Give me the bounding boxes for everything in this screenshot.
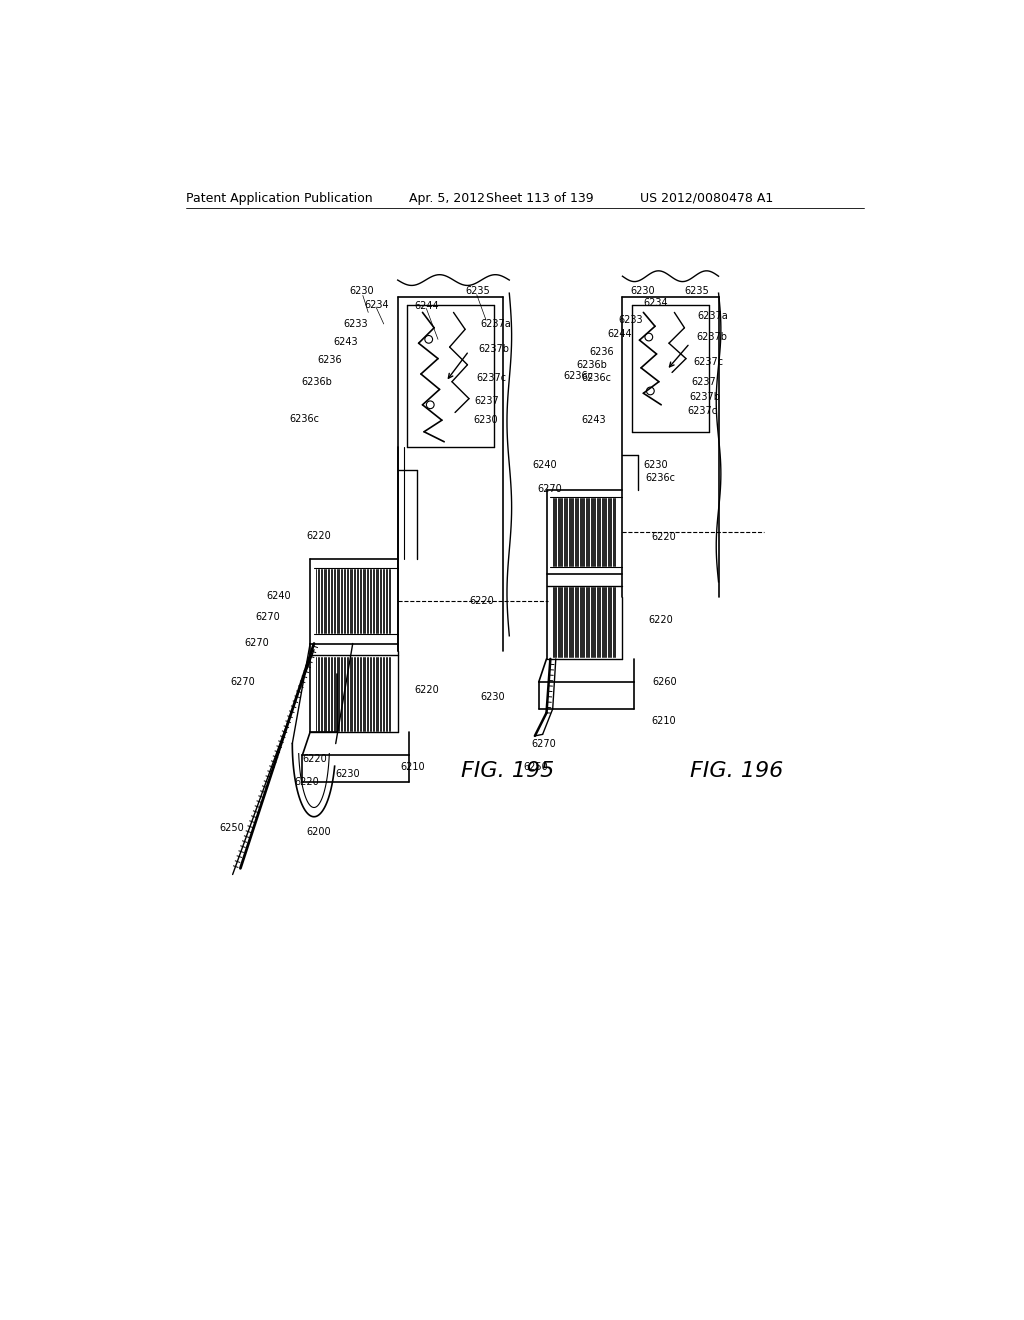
Text: 6270: 6270 xyxy=(245,639,269,648)
Text: 6237: 6237 xyxy=(474,396,499,407)
Text: FIG. 195: FIG. 195 xyxy=(461,760,555,780)
Text: 6220: 6220 xyxy=(306,531,331,541)
Text: 6230: 6230 xyxy=(630,286,654,296)
Text: 6237b: 6237b xyxy=(690,392,721,403)
Text: 6220: 6220 xyxy=(649,615,674,626)
Text: 6243: 6243 xyxy=(334,337,358,347)
Text: 6233: 6233 xyxy=(343,319,368,329)
Text: 6244: 6244 xyxy=(607,329,632,339)
Text: 6220: 6220 xyxy=(469,597,494,606)
Text: 6237a: 6237a xyxy=(697,312,728,321)
Text: 6230: 6230 xyxy=(336,770,360,779)
Text: 6236: 6236 xyxy=(589,347,613,358)
Text: 6250: 6250 xyxy=(523,762,548,772)
Text: 6235: 6235 xyxy=(465,286,489,296)
Text: 6230: 6230 xyxy=(473,416,498,425)
Text: 6236c: 6236c xyxy=(582,372,611,383)
Text: 6270: 6270 xyxy=(538,484,562,495)
Text: 6240: 6240 xyxy=(532,459,557,470)
Text: 6244: 6244 xyxy=(415,301,439,312)
Text: 6236b: 6236b xyxy=(302,376,333,387)
Text: 6236c: 6236c xyxy=(289,413,319,424)
Text: 6230: 6230 xyxy=(349,286,375,296)
Text: 6200: 6200 xyxy=(306,828,331,837)
Text: 6237c: 6237c xyxy=(477,372,507,383)
Text: US 2012/0080478 A1: US 2012/0080478 A1 xyxy=(640,191,773,205)
Text: 6270: 6270 xyxy=(531,739,556,748)
Text: 6270: 6270 xyxy=(256,611,281,622)
Text: 6230: 6230 xyxy=(643,459,668,470)
Text: 6230: 6230 xyxy=(480,693,505,702)
Text: 6237c: 6237c xyxy=(693,358,724,367)
Text: FIG. 196: FIG. 196 xyxy=(690,760,783,780)
Text: 6237: 6237 xyxy=(691,376,716,387)
Text: 6236c: 6236c xyxy=(563,371,594,380)
Text: 6233: 6233 xyxy=(618,315,643,325)
Text: 6236c: 6236c xyxy=(646,473,676,483)
Text: Apr. 5, 2012: Apr. 5, 2012 xyxy=(409,191,484,205)
Text: 6220: 6220 xyxy=(651,532,676,543)
Text: 6210: 6210 xyxy=(651,715,676,726)
Text: 6236: 6236 xyxy=(317,355,342,366)
Text: 6270: 6270 xyxy=(230,677,255,686)
Text: 6237b: 6237b xyxy=(478,345,509,354)
Text: 6235: 6235 xyxy=(684,286,710,296)
Text: Patent Application Publication: Patent Application Publication xyxy=(186,191,373,205)
Text: 6220: 6220 xyxy=(302,754,327,764)
Text: 6234: 6234 xyxy=(365,300,389,310)
Text: 6260: 6260 xyxy=(652,677,677,686)
Text: 6220: 6220 xyxy=(415,685,439,694)
Text: 6236b: 6236b xyxy=(575,360,607,370)
Text: 6240: 6240 xyxy=(266,591,291,601)
Text: 6234: 6234 xyxy=(643,298,668,308)
Text: 6237a: 6237a xyxy=(480,319,511,329)
Text: 6250: 6250 xyxy=(219,824,244,833)
Text: 6237c: 6237c xyxy=(687,407,718,416)
Text: 6237b: 6237b xyxy=(696,333,727,342)
Text: 6220: 6220 xyxy=(295,777,319,787)
Text: 6243: 6243 xyxy=(582,416,606,425)
Text: 6210: 6210 xyxy=(400,762,425,772)
Text: Sheet 113 of 139: Sheet 113 of 139 xyxy=(486,191,594,205)
